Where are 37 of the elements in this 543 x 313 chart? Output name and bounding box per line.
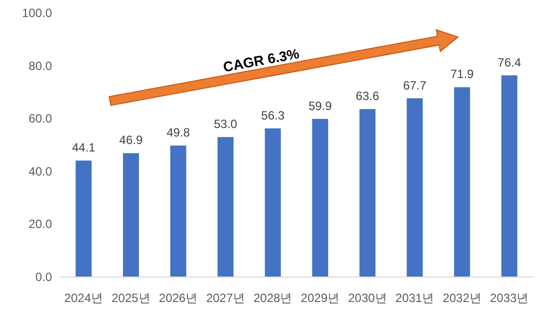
data-label: 76.4	[498, 55, 522, 70]
bar	[218, 137, 234, 277]
data-label: 46.9	[119, 133, 143, 148]
x-tick-label: 2025년	[112, 291, 150, 305]
bar	[454, 87, 470, 277]
x-tick-label: 2030년	[348, 291, 387, 305]
bar	[312, 118, 328, 277]
bar	[406, 98, 423, 277]
x-tick-label: 2026년	[158, 291, 198, 305]
y-tick-label: 20.0	[28, 217, 52, 232]
bar	[501, 75, 518, 277]
y-tick-label: 60.0	[28, 112, 52, 126]
data-label: 56.3	[261, 108, 285, 122]
data-label: 53.0	[214, 117, 238, 132]
x-tick-label: 2024년	[64, 291, 103, 305]
x-tick-label: 2032년	[442, 291, 482, 305]
y-tick-label: 0.0	[35, 270, 52, 284]
data-label: 63.6	[356, 89, 380, 104]
bar	[359, 109, 376, 277]
data-label: 44.1	[72, 140, 96, 155]
y-tick-label: 80.0	[28, 58, 52, 73]
x-tick-label: 2033년	[490, 291, 529, 305]
data-label: 59.9	[308, 98, 332, 113]
bar	[76, 160, 92, 277]
x-tick-label: 2029년	[300, 291, 340, 305]
data-label: 71.9	[450, 67, 474, 82]
annotation: CAGR 6.3%	[222, 45, 301, 75]
y-tick-label: 100.0	[22, 6, 52, 20]
x-tick-label: 2027년	[206, 291, 245, 305]
x-tick-label: 2028년	[254, 291, 292, 305]
data-label: 49.8	[166, 126, 190, 140]
x-tick-label: 2031년	[395, 291, 434, 305]
data-label: 67.7	[403, 78, 427, 92]
y-tick-label: 40.0	[28, 164, 52, 178]
bar	[264, 128, 281, 277]
bar	[170, 146, 186, 277]
bar	[122, 153, 139, 277]
